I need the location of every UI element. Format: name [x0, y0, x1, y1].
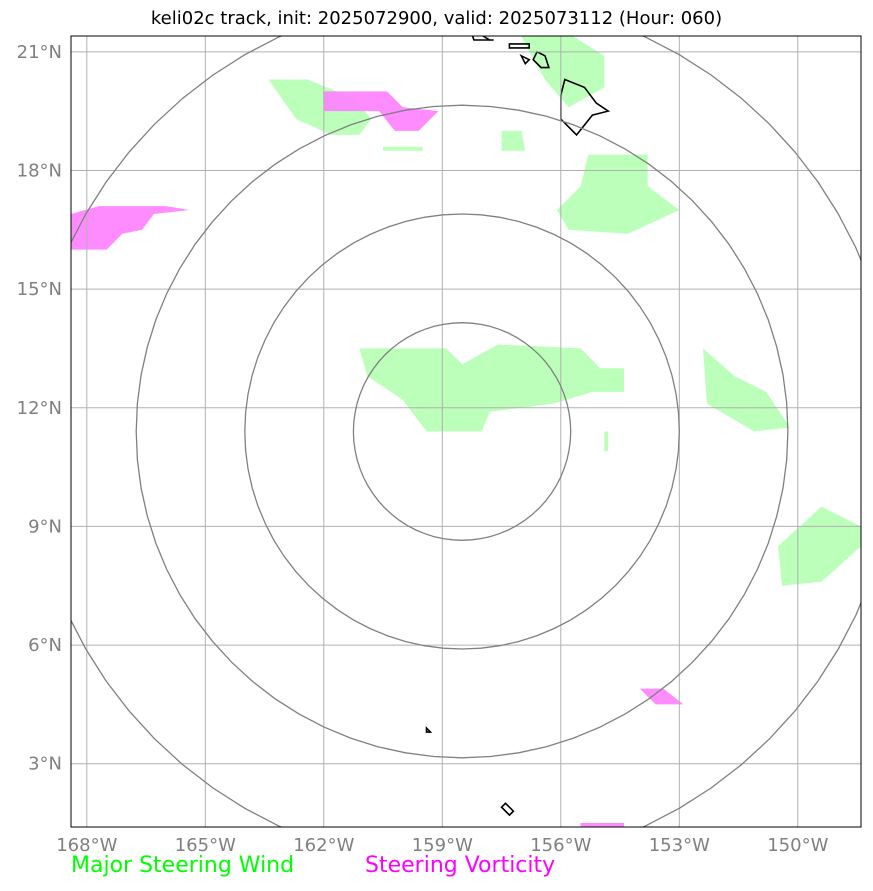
- legend-steering-vorticity: Steering Vorticity: [365, 853, 556, 878]
- lon-tick-label: 159°W: [412, 835, 473, 856]
- lon-tick-label: 150°W: [767, 835, 828, 856]
- steering-vorticity-area: [323, 91, 439, 131]
- coastline: [532, 50, 551, 69]
- steering-wind-area: [501, 130, 526, 151]
- coastline: [519, 54, 531, 66]
- coastline: [471, 36, 494, 41]
- lat-tick-label: 9°N: [28, 516, 62, 537]
- range-ring: [71, 36, 861, 827]
- range-ring: [244, 213, 680, 650]
- range-ring: [352, 322, 572, 541]
- lat-tick-label: 15°N: [17, 279, 62, 300]
- map-plot-area: [71, 36, 861, 827]
- steering-vorticity-area: [71, 206, 190, 250]
- range-rings: [71, 36, 861, 827]
- steering-wind-area: [383, 146, 423, 151]
- lon-tick-label: 162°W: [293, 835, 354, 856]
- legend-major-steering-wind: Major Steering Wind: [71, 853, 295, 878]
- steering-vorticity-area: [639, 688, 684, 705]
- steering-vorticity-area: [580, 823, 624, 827]
- lat-tick-label: 12°N: [17, 398, 62, 419]
- coastline: [500, 802, 515, 817]
- lat-tick-label: 3°N: [28, 754, 62, 775]
- coastline: [425, 726, 433, 733]
- lon-tick-label: 165°W: [175, 835, 236, 856]
- lon-tick-label: 156°W: [530, 835, 591, 856]
- map-frame: [70, 35, 862, 828]
- lat-tick-label: 6°N: [28, 635, 62, 656]
- steering-wind-layer: [268, 36, 861, 586]
- steering-wind-area: [556, 154, 680, 234]
- coastline: [508, 43, 531, 49]
- steering-wind-area: [778, 506, 861, 586]
- steering-wind-area: [268, 79, 372, 135]
- steering-wind-area: [359, 344, 624, 432]
- lon-tick-label: 153°W: [649, 835, 710, 856]
- lat-tick-label: 18°N: [17, 160, 62, 181]
- gridlines: [71, 36, 861, 827]
- steering-vorticity-layer: [71, 91, 684, 827]
- steering-wind-area: [604, 431, 609, 452]
- range-ring: [135, 104, 789, 759]
- chart-title: keli02c track, init: 2025072900, valid: …: [150, 8, 723, 29]
- lat-tick-label: 21°N: [17, 42, 62, 63]
- axis-tick-labels: 168°W 165°W 162°W 159°W 156°W 153°W 150°W 3°N 6°…: [17, 42, 829, 856]
- steering-wind-area: [703, 348, 790, 432]
- lon-tick-label: 168°W: [56, 835, 117, 856]
